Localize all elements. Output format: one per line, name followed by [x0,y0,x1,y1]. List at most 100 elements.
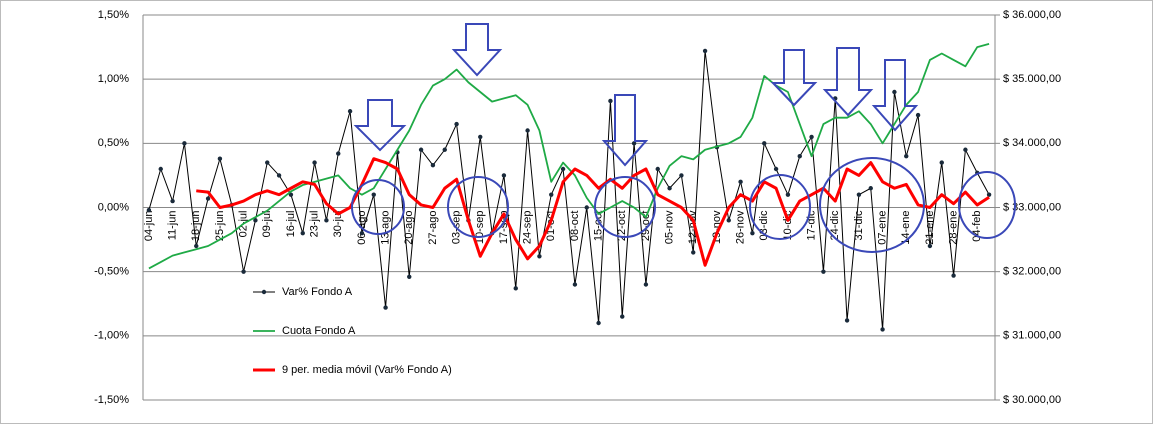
x-tick-label: 07-ene [876,211,888,245]
legend-label: Cuota Fondo A [282,325,356,337]
point [170,198,175,204]
point [856,192,862,197]
point [158,166,163,172]
point [407,274,412,279]
point [797,153,802,159]
circle [447,176,509,238]
x-tick-label: 28-ene [947,211,959,245]
arrow [601,94,649,167]
annotations [351,23,1016,253]
point [336,151,341,156]
y-tick-label: -0,50% [94,266,129,278]
point [726,218,731,223]
point [738,179,743,185]
x-tick-label: 01-oct [545,211,557,242]
y-tick-label: 1,00% [98,73,129,85]
point [750,230,755,236]
x-tick-label: 11-jun [166,211,178,241]
y2-tick-label: $ 35.000,00 [1003,73,1061,85]
point [915,112,921,118]
point [383,305,388,310]
point [182,141,187,146]
point [501,173,507,178]
point [951,273,956,278]
point [785,192,791,197]
point [194,243,199,249]
x-tick-label: 16-jul [285,211,297,238]
plot-area: -1,50% -1,00% -0,50% 0,00% 0,50% 1,00% 1,50% $ … [94,9,1061,406]
point [525,128,530,133]
x-tick-label: 25-jun [214,211,226,242]
point [347,109,353,114]
point [655,166,660,172]
point [596,320,601,326]
point [620,314,625,319]
y2-tick-label: $ 32.000,00 [1003,266,1061,278]
x-tick-label: 29-oct [640,211,652,242]
point [762,141,767,146]
point [702,48,708,54]
x-tick-label: 20-ago [403,211,415,245]
circle [958,171,1016,239]
x-tick-label: 08-oct [569,211,581,242]
point [241,269,246,274]
point [454,121,459,127]
point [312,160,317,165]
y2-tick-label: $ 36.000,00 [1003,9,1061,21]
y2-tick-label: $ 30.000,00 [1003,394,1061,406]
point [146,207,152,213]
point [324,218,329,223]
circle [594,176,656,238]
arrow [871,59,919,132]
x-tick-label: 22-oct [616,211,628,242]
point [584,205,589,210]
point [821,269,826,274]
point [963,147,968,152]
x-tick-label: 18-jun [190,211,202,242]
circle [351,179,405,235]
circle [819,157,925,253]
point [430,162,436,168]
point [844,318,850,323]
point [549,192,554,197]
x-tick-label: 21-ene [924,211,936,245]
point [442,147,447,152]
x-tick-label: 14-ene [900,211,912,245]
x-tick-label: 26-nov [734,210,746,244]
point [537,254,542,259]
x-tick-label: 05-nov [663,210,675,244]
x-tick-label: 24-dic [829,210,841,240]
y-tick-label: -1,50% [94,394,129,406]
point [253,218,258,223]
point [667,186,672,191]
point [939,160,944,165]
y2-tick-label: $ 31.000,00 [1003,330,1061,342]
point [927,243,933,249]
point [288,192,294,197]
point [300,230,305,236]
point [880,327,885,332]
point [892,89,897,95]
x-tick-label: 27-ago [427,211,439,245]
y-tick-label: 0,50% [98,137,129,149]
point [513,286,518,291]
x-tick-label: 17-dic [805,210,817,240]
point [809,134,814,140]
series-line [148,43,990,270]
point [371,192,376,197]
y2-tick-label: $ 33.000,00 [1003,201,1061,213]
point [572,282,578,287]
arrow [451,23,503,77]
y-tick-label: -1,00% [94,330,129,342]
point [608,98,613,104]
legend-label: 9 per. media móvil (Var% Fondo A) [282,364,452,376]
point [691,250,696,255]
x-tick-label: 04-jun [143,211,155,242]
series-line [196,157,990,267]
point [359,230,365,236]
x-tick-label: 13-ago [379,211,391,245]
x-tick-label: 24-sep [521,211,533,245]
x-tick-label: 23-jul [308,211,320,238]
point [276,173,282,178]
